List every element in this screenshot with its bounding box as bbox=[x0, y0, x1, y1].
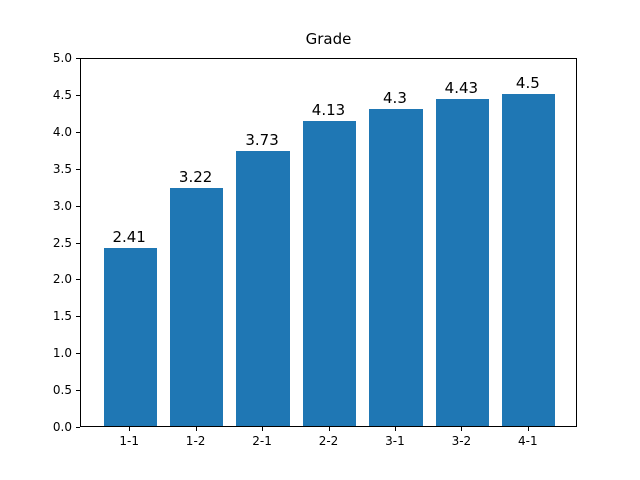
y-tick-label: 1.0 bbox=[52, 346, 72, 361]
y-tick-label: 4.5 bbox=[52, 87, 72, 102]
y-tick-label: 3.5 bbox=[52, 161, 72, 176]
x-tick-mark bbox=[195, 427, 197, 431]
bar-value-label: 4.43 bbox=[444, 79, 479, 98]
y-tick-mark bbox=[76, 131, 80, 133]
x-tick-mark bbox=[461, 427, 463, 431]
y-tick-mark bbox=[76, 242, 80, 244]
bar-value-label: 4.5 bbox=[515, 73, 540, 92]
bar-value-label: 2.41 bbox=[112, 228, 146, 247]
y-tick-mark bbox=[76, 58, 80, 59]
x-tick-label: 1-1 bbox=[119, 434, 139, 448]
bar bbox=[302, 121, 357, 426]
y-tick-mark bbox=[76, 168, 80, 170]
bar bbox=[236, 150, 290, 426]
x-tick-label: 3-1 bbox=[385, 434, 405, 448]
y-tick-mark bbox=[76, 390, 80, 392]
chart-title: Grade bbox=[305, 30, 352, 48]
y-tick-mark bbox=[76, 279, 80, 281]
x-tick-mark bbox=[527, 427, 529, 431]
x-tick-label: 3-2 bbox=[451, 434, 472, 448]
y-tick-mark bbox=[76, 353, 80, 355]
y-tick-label: 4.0 bbox=[52, 124, 72, 139]
plot-area bbox=[80, 58, 577, 427]
bar bbox=[435, 99, 489, 426]
x-tick-mark bbox=[129, 427, 131, 431]
x-tick-label: 1-2 bbox=[185, 434, 206, 448]
y-tick-label: 0.5 bbox=[52, 383, 72, 398]
y-tick-mark bbox=[76, 316, 80, 318]
y-tick-label: 2.0 bbox=[52, 272, 72, 287]
x-tick-label: 2-2 bbox=[318, 434, 339, 448]
x-tick-mark bbox=[394, 427, 396, 431]
x-tick-label: 4-1 bbox=[518, 434, 538, 448]
y-tick-label: 3.0 bbox=[52, 198, 72, 213]
y-tick-label: 2.5 bbox=[52, 235, 72, 250]
x-tick-mark bbox=[328, 427, 330, 431]
bar bbox=[502, 93, 556, 426]
y-tick-mark bbox=[76, 94, 80, 96]
bar bbox=[170, 188, 224, 426]
bar-value-label: 3.73 bbox=[245, 130, 279, 149]
y-tick-mark bbox=[76, 205, 80, 207]
y-tick-label: 0.0 bbox=[52, 420, 72, 434]
bar-value-label: 3.22 bbox=[178, 168, 213, 187]
bar-value-label: 4.3 bbox=[383, 88, 407, 107]
x-tick-mark bbox=[262, 427, 264, 431]
bar bbox=[369, 108, 423, 426]
bar-value-label: 4.13 bbox=[311, 101, 346, 120]
y-tick-mark bbox=[76, 427, 80, 428]
bar bbox=[103, 248, 157, 426]
y-tick-label: 5.0 bbox=[52, 51, 72, 65]
y-tick-label: 1.5 bbox=[52, 309, 72, 324]
x-tick-label: 2-1 bbox=[252, 434, 272, 448]
